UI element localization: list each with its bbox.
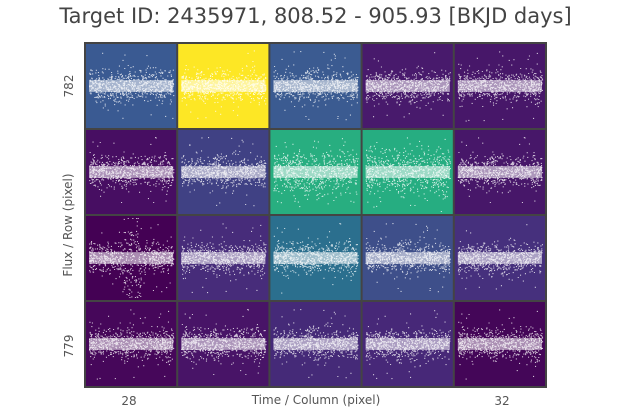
light-curve-core (181, 80, 266, 92)
pixel-panel-r0-c3 (362, 44, 453, 128)
pixel-panel-r1-c4 (454, 130, 545, 214)
pixel-panel-r1-c3 (362, 130, 453, 214)
pixel-panel-r1-c1 (178, 130, 269, 214)
x-tick-label-28: 28 (121, 394, 137, 408)
light-curve-core (273, 166, 358, 178)
pixel-panel-r2-c1 (178, 216, 269, 300)
light-curve-core (89, 338, 174, 350)
light-curve-core (273, 338, 358, 350)
pixel-panel-r0-c0 (86, 44, 177, 128)
pixel-panel-r2-c4 (454, 216, 545, 300)
chart-title: Target ID: 2435971, 808.52 - 905.93 [BKJ… (59, 4, 572, 28)
light-curve-core (181, 338, 266, 350)
pixel-panel-r3-c3 (362, 302, 453, 386)
pixel-panel-r3-c4 (454, 302, 545, 386)
light-curve-core (181, 166, 266, 178)
pixel-panel-r3-c2 (270, 302, 361, 386)
pixel-panel-r0-c1 (178, 44, 269, 128)
pixel-panel-r2-c3 (362, 216, 453, 300)
pixel-panel-r2-c0 (86, 216, 177, 300)
pixel-panel-r2-c2 (270, 216, 361, 300)
light-curve-core (365, 166, 450, 178)
pixel-panel-r1-c0 (86, 130, 177, 214)
light-curve-core (365, 252, 450, 264)
light-curve-core (89, 166, 174, 178)
x-axis-label: Time / Column (pixel) (251, 393, 381, 407)
pixel-panel-grid (84, 42, 547, 388)
light-curve-core (457, 80, 542, 92)
pixel-panel-r1-c2 (270, 130, 361, 214)
y-axis-label: Flux / Row (pixel) (61, 173, 75, 277)
x-tick-label-32: 32 (494, 394, 510, 408)
y-tick-label-782: 782 (62, 74, 76, 98)
light-curve-core (273, 252, 358, 264)
light-curve-core (273, 80, 358, 92)
light-curve-core (365, 80, 450, 92)
light-curve-core (457, 166, 542, 178)
light-curve-core (89, 252, 174, 264)
pixel-panel-r3-c1 (178, 302, 269, 386)
y-tick-label-779: 779 (62, 334, 76, 358)
pixel-panel-r0-c4 (454, 44, 545, 128)
light-curve-core (89, 80, 174, 92)
light-curve-core (181, 252, 266, 264)
pixel-panel-r3-c0 (86, 302, 177, 386)
panel-grid-svg (86, 44, 545, 386)
light-curve-core (365, 338, 450, 350)
light-curve-core (457, 338, 542, 350)
light-curve-core (457, 252, 542, 264)
pixel-panel-r0-c2 (270, 44, 361, 128)
